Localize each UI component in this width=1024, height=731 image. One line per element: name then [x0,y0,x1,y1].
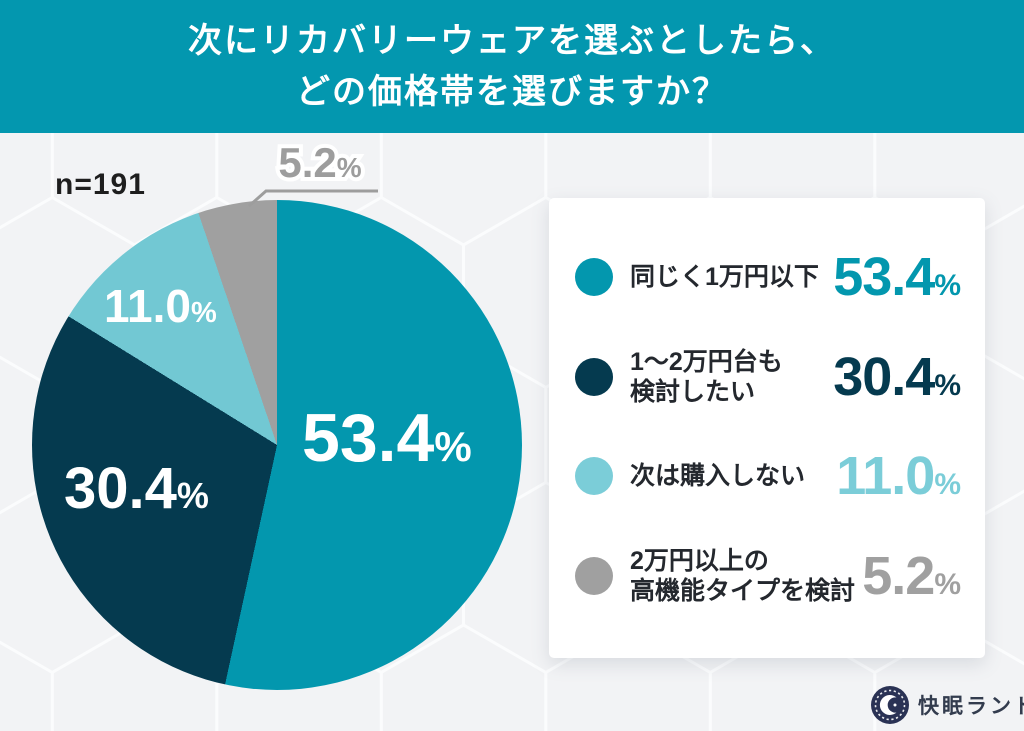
legend-label: 1〜2万円台も 検討したい [630,347,783,406]
legend-value: 11.0% [836,446,961,507]
legend-item-under-10k: 同じく1万円以下 53.4% [575,250,961,304]
slice-callout-premium: 5.2% 5.2% [240,138,400,190]
legend-dot-teal [575,258,613,297]
legend-dot-gray [575,556,613,595]
legend-panel: 同じく1万円以下 53.4% 1〜2万円台も 検討したい 30.4% 次は購入し… [549,198,985,658]
legend-item-no-purchase: 次は購入しない 11.0% [575,449,961,503]
slice-value: 53.4 [302,400,435,476]
slice-label-no-purchase: 11.0% [104,283,217,329]
slice-label-10-20k: 30.4% [64,460,209,518]
slice-value: 11.0 [104,280,191,332]
brand-footer: 快眠ランド [870,685,1024,725]
legend-dot-light-teal [575,457,613,496]
header-banner: 次にリカバリーウェアを選ぶとしたら、 どの価格帯を選びますか？ [0,0,1024,133]
percent-sign: % [191,297,217,329]
legend-item-premium: 2万円以上の 高機能タイプを検討 5.2% [575,546,961,606]
percent-sign: % [434,423,472,470]
callout-value: 5.2% [278,139,362,186]
crescent-moon-badge-icon [871,686,909,724]
legend-value: 53.4% [833,247,961,308]
legend-label: 次は購入しない [630,462,806,491]
slice-label-under-10k: 53.4% [302,404,472,472]
brand-name: 快眠ランド [918,695,1024,718]
percent-sign: % [176,475,209,516]
legend-item-10-20k: 1〜2万円台も 検討したい 30.4% [575,347,961,407]
legend-value: 30.4% [833,346,961,407]
page-title-line-2: どの価格帯を選びますか？ [296,72,728,111]
legend-label: 2万円以上の 高機能タイプを検討 [630,546,856,605]
page-title-line-1: 次にリカバリーウェアを選ぶとしたら、 [188,21,836,60]
legend-label: 同じく1万円以下 [630,263,819,292]
slice-value: 30.4 [64,456,177,521]
sample-size-label: n=191 [55,168,146,201]
legend-value: 5.2% [862,545,961,606]
legend-dot-navy [575,357,613,396]
